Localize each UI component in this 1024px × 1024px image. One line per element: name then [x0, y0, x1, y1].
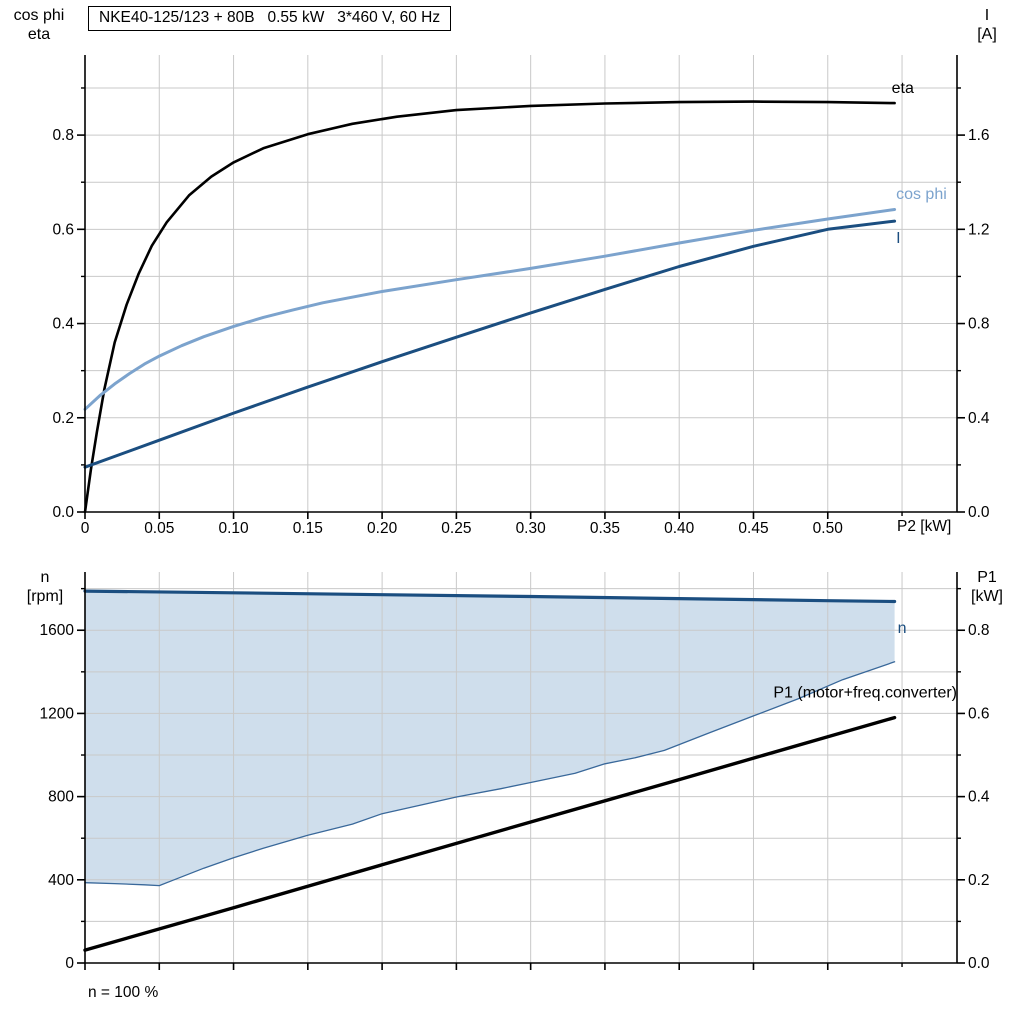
svg-text:cos phi: cos phi: [896, 186, 947, 203]
bottom-left-axis-title: n [rpm]: [14, 568, 76, 606]
svg-text:0.6: 0.6: [52, 221, 74, 238]
svg-text:0.45: 0.45: [738, 520, 768, 537]
svg-text:0.20: 0.20: [367, 520, 398, 537]
svg-text:0.30: 0.30: [516, 520, 547, 537]
svg-text:0: 0: [65, 955, 74, 972]
svg-text:0.8: 0.8: [968, 316, 990, 333]
svg-text:eta: eta: [892, 80, 914, 97]
svg-text:0.4: 0.4: [968, 789, 990, 806]
svg-text:I: I: [896, 230, 900, 247]
y-axis-label-p1: P1: [977, 569, 997, 586]
svg-text:1.2: 1.2: [968, 221, 990, 238]
svg-text:0.15: 0.15: [293, 520, 323, 537]
svg-text:0.4: 0.4: [52, 316, 74, 333]
svg-text:0.0: 0.0: [968, 955, 990, 972]
svg-text:0.35: 0.35: [590, 520, 620, 537]
svg-text:0.8: 0.8: [968, 622, 990, 639]
svg-text:0.8: 0.8: [52, 127, 74, 144]
svg-text:0.6: 0.6: [968, 705, 990, 722]
svg-text:0.10: 0.10: [218, 520, 249, 537]
y-axis-label-current: I: [984, 7, 990, 24]
svg-text:1200: 1200: [40, 705, 75, 722]
svg-text:1600: 1600: [40, 622, 75, 639]
svg-text:0.0: 0.0: [968, 504, 990, 521]
y-axis-label-speed: n: [40, 569, 50, 586]
chart-title-box: NKE40-125/123 + 80B 0.55 kW 3*460 V, 60 …: [88, 6, 452, 31]
svg-text:800: 800: [48, 789, 74, 806]
svg-text:0.40: 0.40: [664, 520, 695, 537]
y-axis-label-eta: eta: [27, 26, 51, 43]
svg-text:n: n: [898, 620, 907, 637]
svg-text:0.50: 0.50: [813, 520, 844, 537]
svg-text:400: 400: [48, 872, 74, 889]
y-axis-label-cos-phi: cos phi: [13, 7, 65, 24]
svg-text:0.05: 0.05: [144, 520, 174, 537]
svg-text:P1 (motor+freq.converter): P1 (motor+freq.converter): [773, 685, 957, 702]
y-axis-label-p1-unit: [kW]: [971, 588, 1003, 605]
y-axis-label-current-unit: [A]: [977, 26, 997, 43]
svg-text:0.0: 0.0: [52, 504, 74, 521]
top-right-axis-title: I [A]: [958, 6, 1016, 44]
svg-text:1.6: 1.6: [968, 127, 990, 144]
svg-text:0.4: 0.4: [968, 410, 990, 427]
bottom-right-axis-title: P1 [kW]: [958, 568, 1016, 606]
svg-text:0.25: 0.25: [441, 520, 471, 537]
svg-text:0: 0: [81, 520, 90, 537]
x-axis-label-p2: P2 [kW]: [897, 518, 952, 535]
top-left-axis-title: cos phi eta: [8, 6, 70, 44]
speed-footnote: n = 100 %: [88, 984, 159, 1001]
svg-text:0.2: 0.2: [52, 410, 74, 427]
svg-text:0.2: 0.2: [968, 872, 990, 889]
y-axis-label-speed-unit: [rpm]: [26, 588, 64, 605]
